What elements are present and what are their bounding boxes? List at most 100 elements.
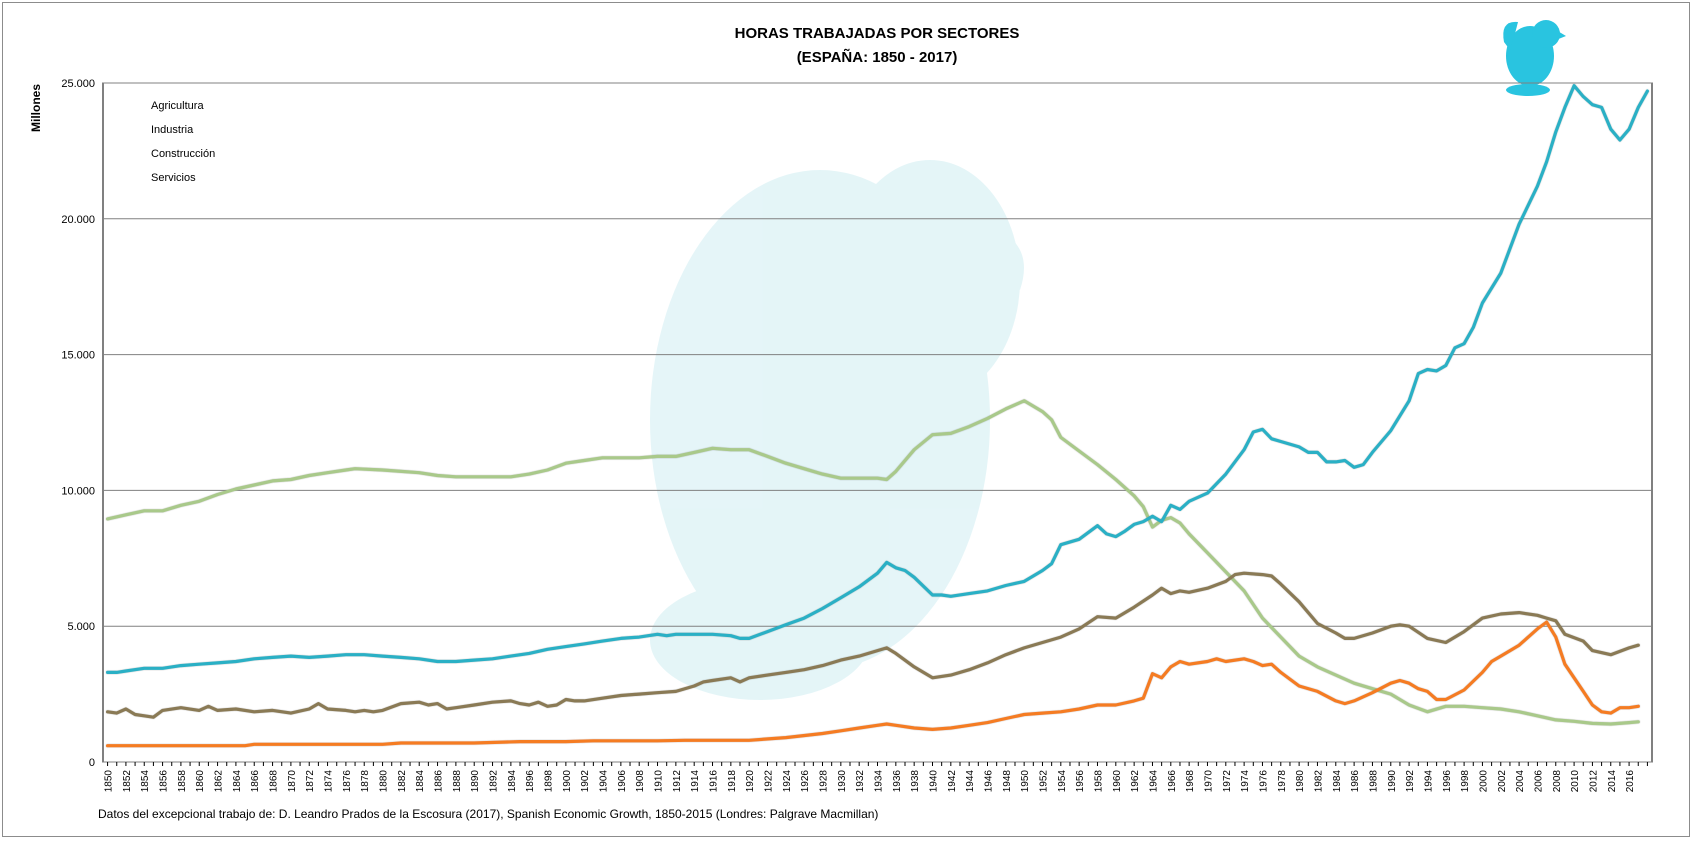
x-tick-label: 1882 [397,770,408,793]
x-tick-label: 2016 [1625,770,1636,793]
x-tick-label: 1948 [1002,770,1013,793]
source-note: Datos del excepcional trabajo de: D. Lea… [98,807,878,821]
x-tick-label: 2000 [1478,770,1489,793]
x-tick-label: 1866 [250,770,261,793]
legend-label-servicios: Servicios [151,172,196,184]
x-tick-label: 1906 [617,770,628,793]
x-tick-label: 1934 [874,770,885,793]
x-tick-label: 1852 [122,770,133,793]
x-tick-label: 1964 [1148,770,1159,793]
x-tick-label: 1928 [819,770,830,793]
x-tick-label: 1994 [1423,770,1434,793]
x-tick-label: 1908 [635,770,646,793]
x-tick-label: 1910 [654,770,665,793]
eagle-watermark-icon [650,160,1024,700]
x-tick-label: 1854 [140,770,151,793]
x-tick-label: 1942 [947,770,958,793]
axes: 0 5.000 10.000 15.000 20.000 25.000 1850 1852 18… [61,78,1648,793]
x-tick-label: 1876 [342,770,353,793]
x-tick-label: 1878 [360,770,371,793]
y-axis-label: Millones [29,84,43,132]
legend-label-agricultura: Agricultura [151,100,204,112]
x-tick-label: 1920 [745,770,756,793]
x-tick-label: 1924 [782,770,793,793]
x-tick-label: 2002 [1497,770,1508,793]
x-tick-label: 1888 [452,770,463,793]
x-tick-label: 1976 [1258,770,1269,793]
x-tick-label: 1930 [837,770,848,793]
x-tick-label: 1972 [1222,770,1233,793]
x-tick-label: 1890 [470,770,481,793]
x-tick-label: 1904 [599,770,610,793]
chart-title: HORAS TRABAJADAS POR SECTORES [735,25,1020,42]
x-tick-label: 1984 [1332,770,1343,793]
x-tick-label: 1880 [379,770,390,793]
x-tick-label: 1884 [415,770,426,793]
x-tick-label: 1980 [1295,770,1306,793]
eagle-logo-icon [1503,20,1566,96]
y-tick-label: 10.000 [61,485,95,497]
x-tick-label: 1960 [1112,770,1123,793]
x-tick-label: 1988 [1368,770,1379,793]
x-tick-label: 1998 [1460,770,1471,793]
x-tick-label: 1954 [1057,770,1068,793]
chart-subtitle: (ESPAÑA: 1850 - 2017) [797,48,958,66]
x-tick-label: 1864 [232,770,243,793]
y-tick-label: 20.000 [61,214,95,226]
x-tick-label: 1952 [1038,770,1049,793]
x-tick-label: 1996 [1442,770,1453,793]
x-tick-label: 1968 [1185,770,1196,793]
x-tick-label: 1898 [544,770,555,793]
x-tick-label: 2010 [1570,770,1581,793]
x-tick-label: 1990 [1387,770,1398,793]
x-tick-label: 1958 [1093,770,1104,793]
y-tick-label: 25.000 [61,78,95,90]
x-tick-label: 1892 [489,770,500,793]
x-tick-label: 1886 [434,770,445,793]
legend: Agricultura Industria Construcción Servicio… [120,100,215,184]
x-tick-label: 1914 [690,770,701,793]
y-tick-label: 15.000 [61,350,95,362]
x-tick-label: 1860 [195,770,206,793]
x-tick-label: 1950 [1020,770,1031,793]
x-tick-label: 1962 [1130,770,1141,793]
x-tick-label: 1992 [1405,770,1416,793]
x-tick-label: 1916 [709,770,720,793]
x-tick-label: 1862 [214,770,225,793]
x-tick-label: 1918 [727,770,738,793]
x-tick-label: 2008 [1552,770,1563,793]
x-tick-label: 1894 [507,770,518,793]
x-tick-label: 1868 [269,770,280,793]
x-tick-label: 1926 [800,770,811,793]
x-tick-label: 1956 [1075,770,1086,793]
legend-label-industria: Industria [151,124,194,136]
x-tick-label: 1872 [305,770,316,793]
x-tick-label: 1858 [177,770,188,793]
x-tick-label: 2006 [1533,770,1544,793]
x-tick-label: 1900 [562,770,573,793]
x-tick-label: 1944 [965,770,976,793]
x-tick-label: 2004 [1515,770,1526,793]
x-tick-label: 1946 [983,770,994,793]
y-tick-label: 0 [89,757,95,769]
x-tick-label: 1932 [855,770,866,793]
x-tick-label: 1970 [1203,770,1214,793]
x-tick-label: 1938 [910,770,921,793]
x-tick-label: 1936 [892,770,903,793]
series-line-construccion [106,620,1640,748]
x-tick-label: 1902 [580,770,591,793]
legend-label-construccion: Construcción [151,148,215,160]
x-tick-label: 1974 [1240,770,1251,793]
series-line-servicios [106,84,1649,674]
x-tick-label: 1982 [1313,770,1324,793]
x-tick-label: 1874 [324,770,335,793]
x-tick-label: 1922 [764,770,775,793]
x-tick-label: 1856 [159,770,170,793]
x-tick-label: 2014 [1607,770,1618,793]
x-tick-label: 1870 [287,770,298,793]
gridlines [102,82,1653,763]
x-tick-label: 1966 [1167,770,1178,793]
x-tick-label: 1940 [928,770,939,793]
